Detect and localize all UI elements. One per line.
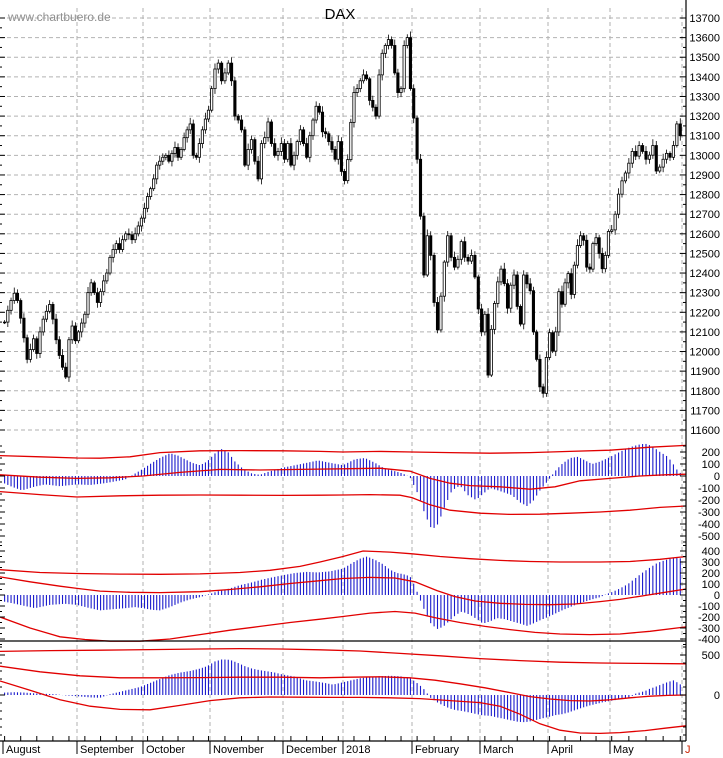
svg-text:April: April [551, 744, 573, 756]
svg-text:12400: 12400 [689, 268, 720, 280]
svg-text:August: August [6, 744, 40, 756]
svg-text:13300: 13300 [689, 91, 720, 103]
svg-text:September: September [80, 744, 134, 756]
svg-text:500: 500 [702, 650, 720, 662]
svg-text:-400: -400 [698, 519, 720, 531]
svg-text:300: 300 [702, 557, 720, 569]
svg-text:13500: 13500 [689, 52, 720, 64]
svg-text:November: November [213, 744, 264, 756]
svg-text:-400: -400 [698, 634, 720, 646]
svg-text:100: 100 [702, 459, 720, 471]
svg-text:-200: -200 [698, 495, 720, 507]
svg-text:-100: -100 [698, 601, 720, 613]
svg-text:0: 0 [714, 690, 720, 702]
svg-text:13700: 13700 [689, 13, 720, 25]
svg-text:11700: 11700 [690, 405, 720, 417]
oscillator-3 [0, 647, 687, 735]
svg-text:13000: 13000 [689, 150, 720, 162]
svg-text:200: 200 [702, 568, 720, 580]
axes: 13700 13600 13500 13400 13300 13200 13100 13000… [0, 0, 720, 742]
svg-text:-100: -100 [698, 483, 720, 495]
svg-text:13200: 13200 [689, 111, 720, 123]
chart-title: DAX [324, 6, 356, 23]
svg-text:-300: -300 [698, 623, 720, 635]
svg-text:0: 0 [714, 590, 720, 602]
svg-text:100: 100 [702, 579, 720, 591]
time-axis: August September October November December 20… [2, 736, 691, 756]
svg-text:11600: 11600 [690, 425, 720, 437]
svg-text:October: October [146, 744, 185, 756]
svg-text:400: 400 [702, 546, 720, 558]
svg-text:200: 200 [702, 447, 720, 459]
svg-text:11800: 11800 [690, 386, 720, 398]
oscillator-1 [0, 443, 687, 528]
svg-text:12800: 12800 [689, 190, 720, 202]
svg-text:May: May [613, 744, 634, 756]
svg-text:12100: 12100 [689, 327, 720, 339]
svg-text:J: J [685, 744, 691, 756]
svg-text:-500: -500 [698, 531, 720, 543]
svg-text:12300: 12300 [689, 288, 720, 300]
svg-text:March: March [483, 744, 514, 756]
svg-text:2018: 2018 [346, 744, 370, 756]
candlesticks [3, 31, 682, 398]
svg-text:11900: 11900 [690, 366, 720, 378]
svg-text:February: February [415, 744, 460, 756]
svg-text:12500: 12500 [689, 248, 720, 260]
svg-text:12200: 12200 [689, 307, 720, 319]
watermark: www.chartbuero.de [8, 10, 111, 24]
svg-text:0: 0 [714, 471, 720, 483]
svg-text:12600: 12600 [689, 229, 720, 241]
svg-text:December: December [286, 744, 337, 756]
svg-text:-200: -200 [698, 612, 720, 624]
svg-text:12700: 12700 [689, 209, 720, 221]
svg-text:13100: 13100 [689, 131, 720, 143]
svg-text:13400: 13400 [689, 72, 720, 84]
svg-text:12900: 12900 [689, 170, 720, 182]
svg-text:13600: 13600 [689, 33, 720, 45]
svg-text:12000: 12000 [689, 347, 720, 359]
svg-text:-300: -300 [698, 507, 720, 519]
